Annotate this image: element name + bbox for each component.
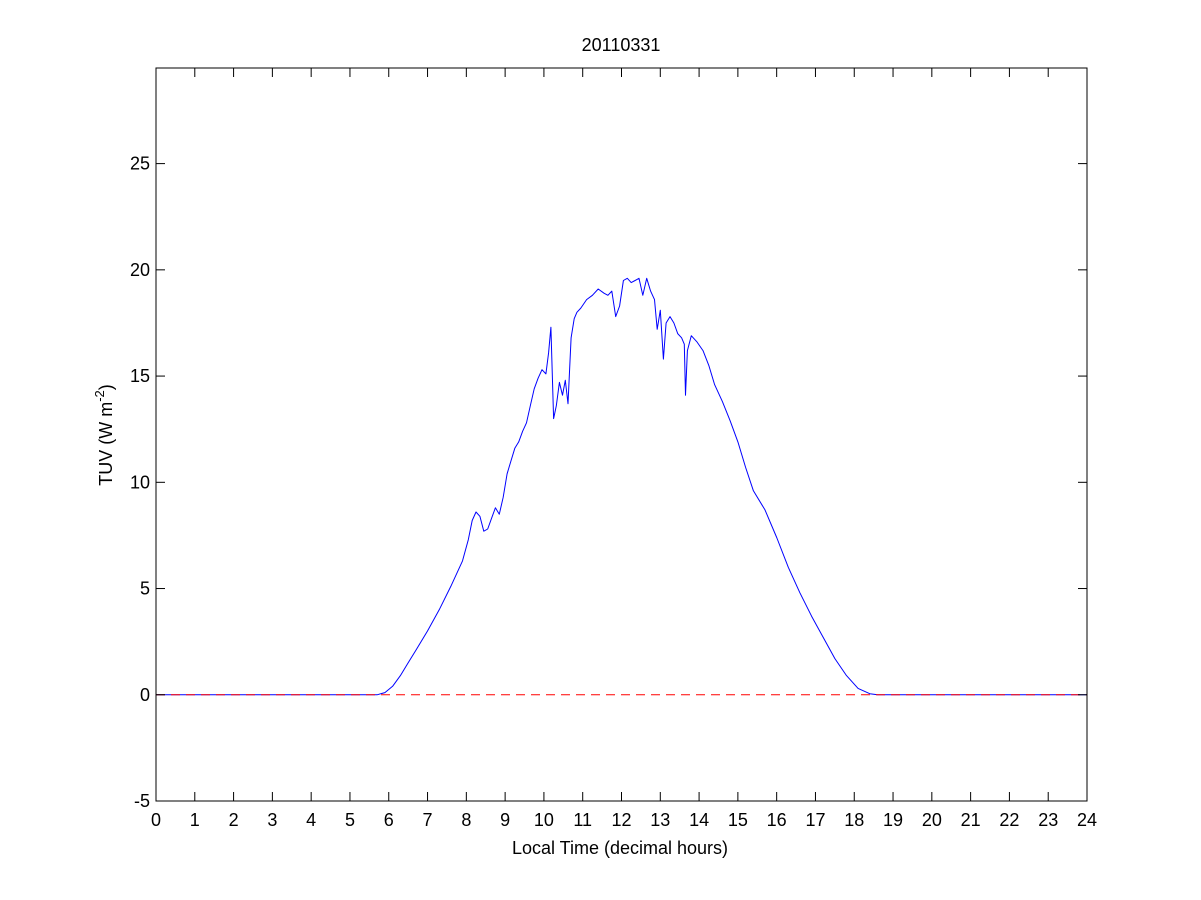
x-axis: 0 1 2 3 4 5 6 7 8 9 10 11 12 13 14 15 16 17 18 19 20 21 22 23 24 [151, 68, 1097, 830]
plot-area [156, 68, 1087, 801]
x-tick-label: 13 [650, 810, 670, 830]
x-tick-label: 20 [922, 810, 942, 830]
x-tick-label: 15 [728, 810, 748, 830]
x-tick-label: 1 [190, 810, 200, 830]
x-tick-label: 8 [461, 810, 471, 830]
y-tick-label: 20 [130, 260, 150, 280]
x-tick-label: 23 [1038, 810, 1058, 830]
series-layer [156, 277, 1087, 696]
x-tick-label: 11 [573, 810, 592, 830]
y-tick-label: 5 [140, 579, 150, 599]
y-axis-label-base: TUV (W m [96, 402, 116, 486]
y-tick-label: -5 [134, 791, 150, 811]
x-tick-label: 3 [267, 810, 277, 830]
y-tick-label: 25 [130, 154, 150, 174]
y-axis-label: TUV (W m-2) [92, 384, 116, 486]
x-tick-label: 2 [229, 810, 239, 830]
y-tick-label: 0 [140, 685, 150, 705]
x-axis-label: Local Time (decimal hours) [512, 838, 728, 858]
y-axis: -5 0 5 10 15 20 25 [130, 154, 1087, 811]
y-axis-label-superscript: -2 [92, 390, 107, 402]
x-tick-label: 21 [961, 810, 981, 830]
x-tick-label: 12 [611, 810, 631, 830]
x-tick-label: 0 [151, 810, 161, 830]
x-tick-label: 7 [423, 810, 433, 830]
x-tick-label: 24 [1077, 810, 1097, 830]
x-tick-label: 10 [534, 810, 554, 830]
chart-title: 20110331 [582, 35, 661, 55]
x-tick-label: 18 [844, 810, 864, 830]
y-axis-label-tail: ) [96, 384, 116, 390]
x-tick-label: 4 [306, 810, 316, 830]
x-tick-label: 14 [689, 810, 709, 830]
x-tick-label: 22 [999, 810, 1019, 830]
y-tick-label: 10 [130, 472, 150, 492]
x-tick-label: 9 [500, 810, 510, 830]
x-tick-label: 5 [345, 810, 355, 830]
x-tick-label: 17 [805, 810, 825, 830]
y-tick-label: 15 [130, 366, 150, 386]
tuv-series-line [156, 277, 1087, 696]
x-tick-label: 6 [384, 810, 394, 830]
x-tick-label: 19 [883, 810, 903, 830]
x-tick-label: 16 [767, 810, 787, 830]
